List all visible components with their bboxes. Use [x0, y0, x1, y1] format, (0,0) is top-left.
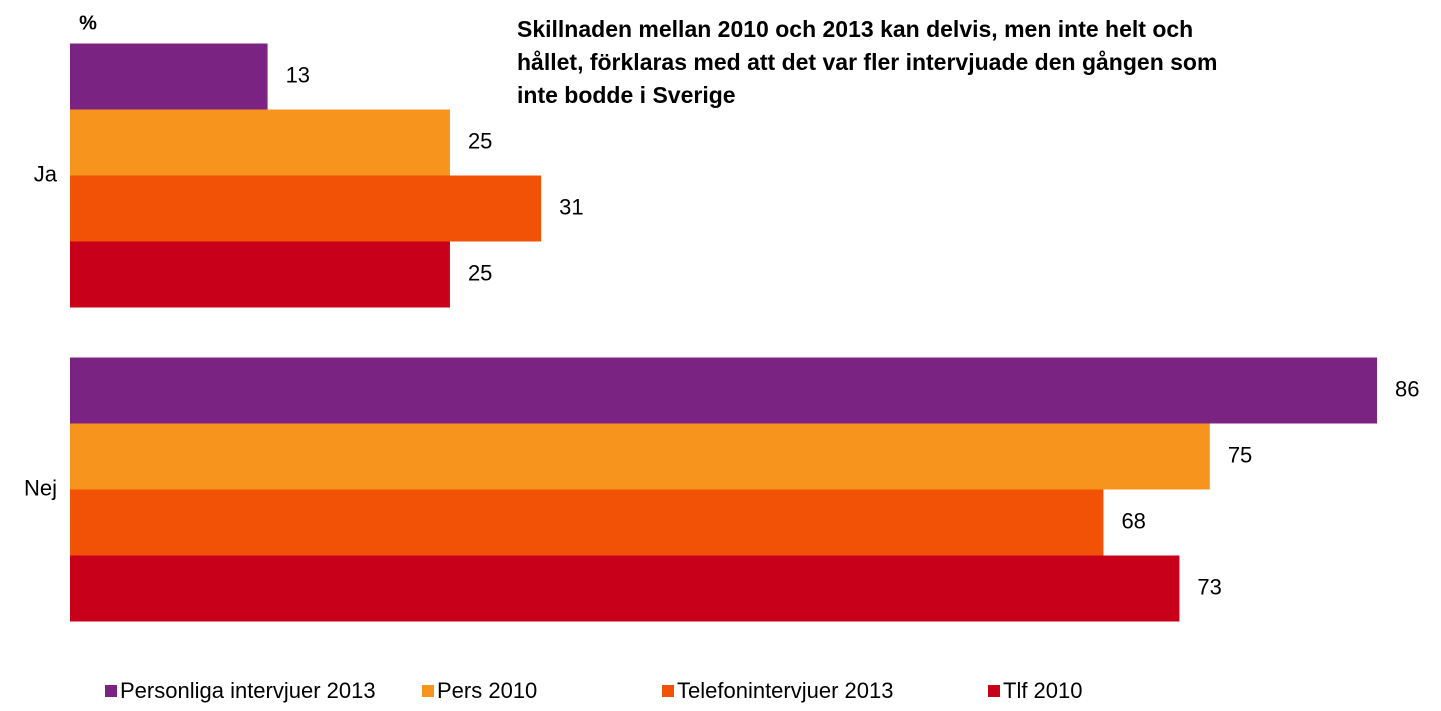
legend-swatch — [422, 685, 434, 697]
chart-title: Skillnaden mellan 2010 och 2013 kan delv… — [517, 16, 1193, 42]
legend-swatch — [988, 685, 1000, 697]
bar — [70, 109, 450, 176]
legend-swatch — [105, 685, 117, 697]
bar — [70, 489, 1104, 556]
legend-label: Telefonintervjuer 2013 — [677, 678, 893, 703]
bar — [70, 175, 542, 242]
data-label: 75 — [1228, 442, 1252, 467]
axis-label: % — [79, 12, 97, 34]
bar — [70, 241, 450, 308]
data-label: 86 — [1395, 376, 1419, 401]
data-label: 13 — [286, 62, 310, 87]
data-label: 25 — [468, 128, 492, 153]
bar — [70, 423, 1210, 490]
data-label: 31 — [559, 194, 583, 219]
y-tick-label: Nej — [24, 475, 57, 500]
legend-swatch — [662, 685, 674, 697]
legend-label: Pers 2010 — [437, 678, 537, 703]
legend-label: Tlf 2010 — [1003, 678, 1083, 703]
bar — [70, 43, 268, 110]
data-label: 25 — [468, 260, 492, 285]
bar — [70, 555, 1180, 622]
bar — [70, 357, 1377, 424]
y-tick-label: Ja — [34, 161, 58, 186]
chart-title: inte bodde i Sverige — [517, 82, 736, 108]
legend-label: Personliga intervjuer 2013 — [120, 678, 376, 703]
data-label: 68 — [1121, 508, 1145, 533]
chart-title: hållet, förklaras med att det var fler i… — [517, 49, 1217, 75]
data-label: 73 — [1197, 574, 1221, 599]
